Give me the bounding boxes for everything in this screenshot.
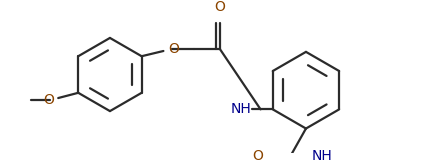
Text: O: O [215, 0, 225, 14]
Text: O: O [252, 149, 263, 163]
Text: NH: NH [231, 102, 252, 116]
Text: NH: NH [311, 149, 332, 163]
Text: O: O [168, 42, 179, 56]
Text: O: O [43, 93, 54, 107]
